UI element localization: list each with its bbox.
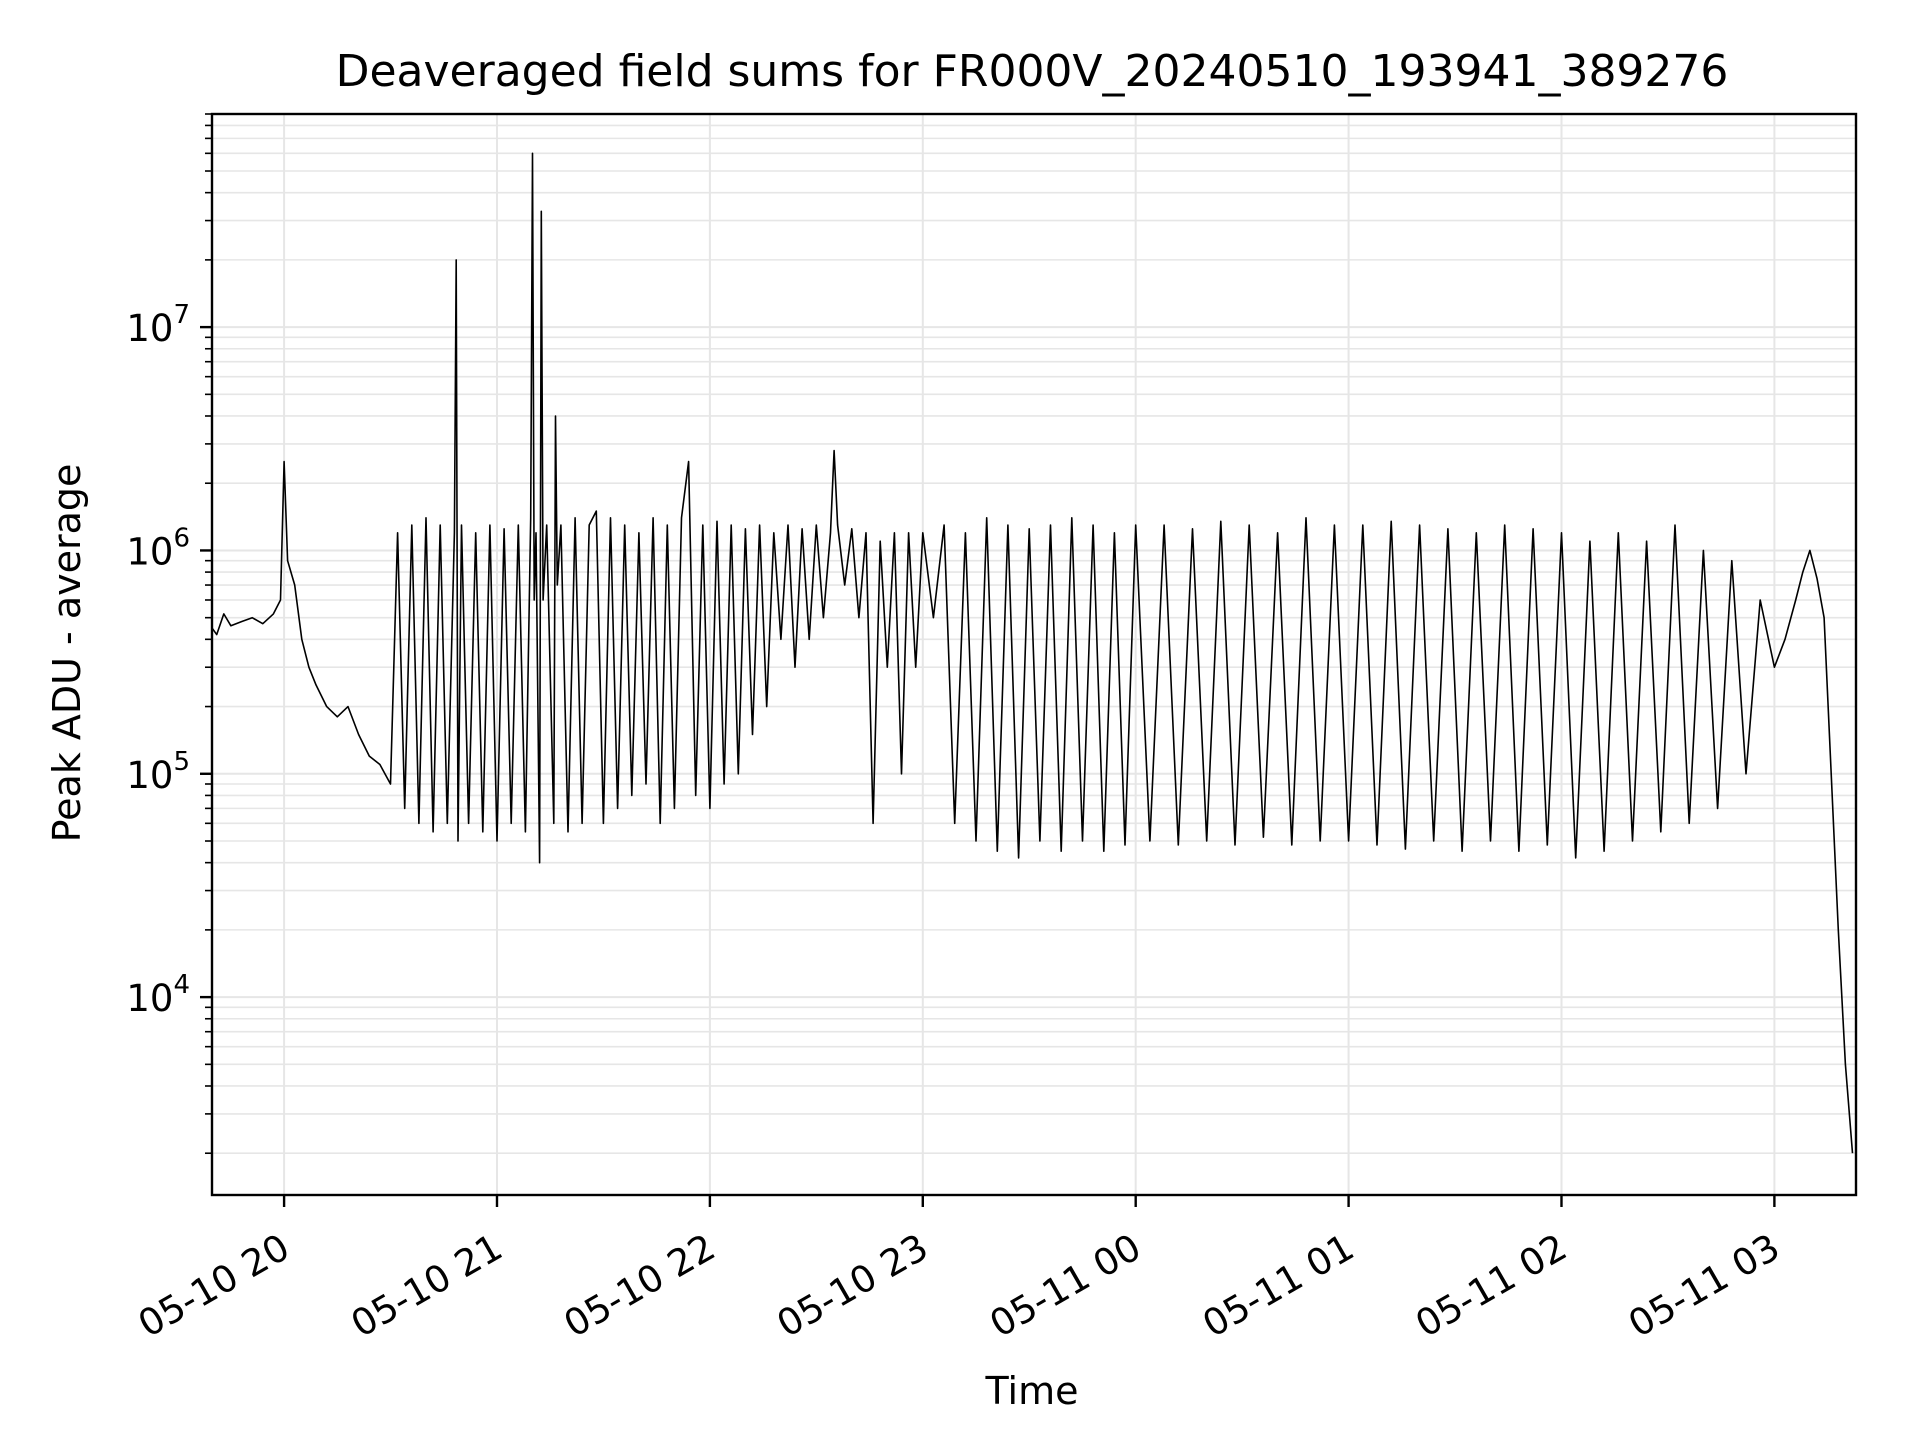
y-tick-label: 105 bbox=[126, 747, 190, 797]
y-tick-label: 106 bbox=[126, 523, 190, 573]
x-axis-label: Time bbox=[985, 1369, 1079, 1413]
grid bbox=[212, 113, 1856, 1195]
chart-title: Deaveraged field sums for FR000V_2024051… bbox=[336, 46, 1729, 97]
series-group bbox=[211, 152, 1854, 1154]
plot-frame bbox=[210, 112, 1858, 1197]
y-tick-label: 107 bbox=[126, 300, 190, 350]
y-tick-label: 104 bbox=[126, 970, 190, 1020]
y-axis-label: Peak ADU - average bbox=[45, 464, 89, 843]
series-line bbox=[211, 152, 1854, 1154]
y-axis: 104 105 106 107 bbox=[126, 113, 212, 1155]
